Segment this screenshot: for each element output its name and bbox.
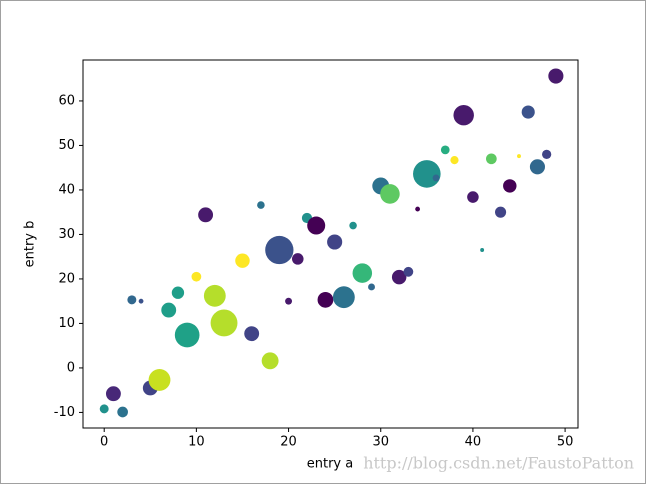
scatter-point [467,191,479,203]
x-tick-label: 50 [557,435,574,450]
scatter-point [415,206,420,212]
scatter-point [521,105,535,119]
scatter-point [244,326,260,342]
scatter-point [529,159,545,175]
scatter-point [495,206,507,218]
scatter-point [440,145,450,155]
scatter-point [235,253,250,268]
scatter-point [453,104,474,126]
scatter-point [380,184,400,204]
scatter-point [105,386,121,402]
scatter-point [198,207,214,223]
plot-frame [82,59,579,429]
x-tick-label: 10 [188,435,205,450]
scatter-point [171,286,185,299]
scatter-point [403,266,414,277]
scatter-point [548,68,564,84]
x-tick-label: 40 [465,435,482,450]
y-tick-label: 40 [58,182,75,197]
x-axis-label: entry a [307,457,353,472]
y-axis-label: entry b [23,221,38,268]
y-tick-label: 50 [58,138,75,153]
scatter-point [432,174,440,182]
scatter-point [486,153,497,165]
scatter-point [191,271,202,282]
scatter-point [450,156,459,165]
y-tick-label: 20 [58,271,75,286]
scatter-point [480,248,485,252]
watermark: http://blog.csdn.net/FaustoPatton [363,454,634,473]
scatter-point [99,404,109,414]
scatter-point [285,297,293,305]
y-tick-label: 60 [58,93,75,108]
x-tick-label: 0 [100,435,108,450]
scatter-point [349,221,357,230]
y-tick-label: -10 [54,405,75,420]
scatter-point [261,352,279,370]
scatter-point [368,283,375,291]
scatter-point [161,302,177,318]
scatter-point [317,291,334,308]
scatter-point [542,149,552,159]
scatter-point [391,269,407,285]
scatter-point [413,160,441,188]
scatter-point [203,284,226,307]
scatter-point [352,263,373,283]
y-tick-label: 30 [58,227,75,242]
scatter-point [307,216,326,235]
scatter-point [517,154,521,159]
scatter-point [503,179,517,193]
scatter-point [292,253,304,265]
scatter-point [174,322,200,348]
scatter-point [265,235,294,265]
scatter-point [127,295,137,305]
y-tick-label: 10 [58,316,75,331]
scatter-point [117,406,128,418]
scatter-point [210,309,238,337]
scatter-point [327,234,343,250]
x-tick-label: 30 [372,435,389,450]
scatter-point [138,298,144,304]
x-tick-label: 20 [280,435,297,450]
y-tick-label: 0 [67,360,75,375]
scatter-point [257,201,265,209]
scatter-point [332,286,355,309]
scatter-point [148,369,171,391]
